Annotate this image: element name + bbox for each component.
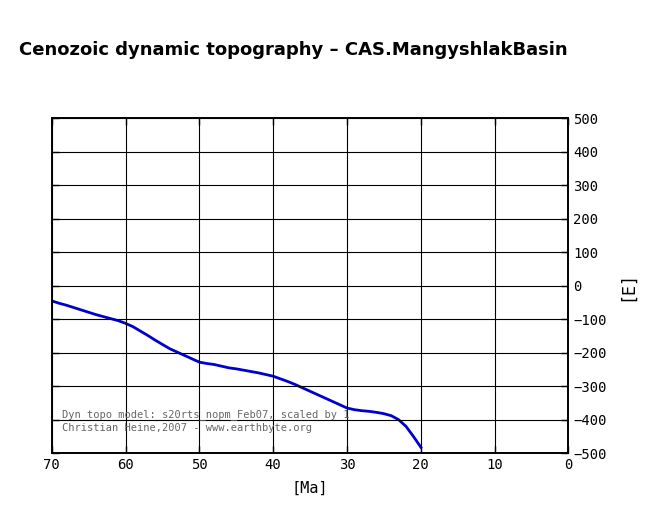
X-axis label: [Ma]: [Ma]	[292, 480, 328, 495]
Text: Cenozoic dynamic topography – CAS.MangyshlakBasin: Cenozoic dynamic topography – CAS.Mangys…	[19, 41, 568, 59]
Text: Dyn topo model: s20rts_nopm_Feb07, scaled by 1
Christian Heine,2007 - www.earthb: Dyn topo model: s20rts_nopm_Feb07, scale…	[62, 409, 349, 433]
Y-axis label: [E]: [E]	[618, 271, 636, 301]
